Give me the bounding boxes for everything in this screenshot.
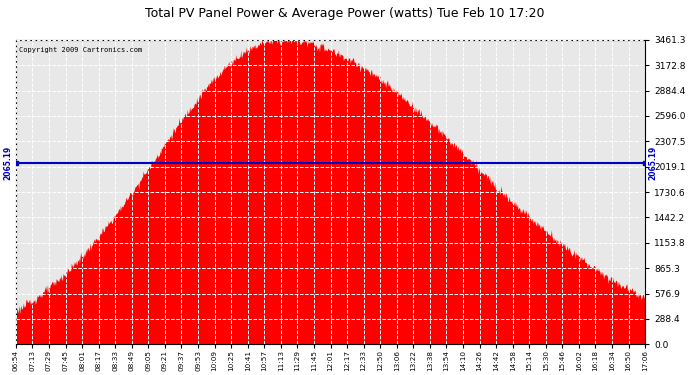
Text: 2065.19: 2065.19	[3, 146, 12, 180]
Text: Total PV Panel Power & Average Power (watts) Tue Feb 10 17:20: Total PV Panel Power & Average Power (wa…	[146, 8, 544, 21]
Text: 2065.19: 2065.19	[649, 146, 658, 180]
Text: Copyright 2009 Cartronics.com: Copyright 2009 Cartronics.com	[19, 48, 142, 54]
